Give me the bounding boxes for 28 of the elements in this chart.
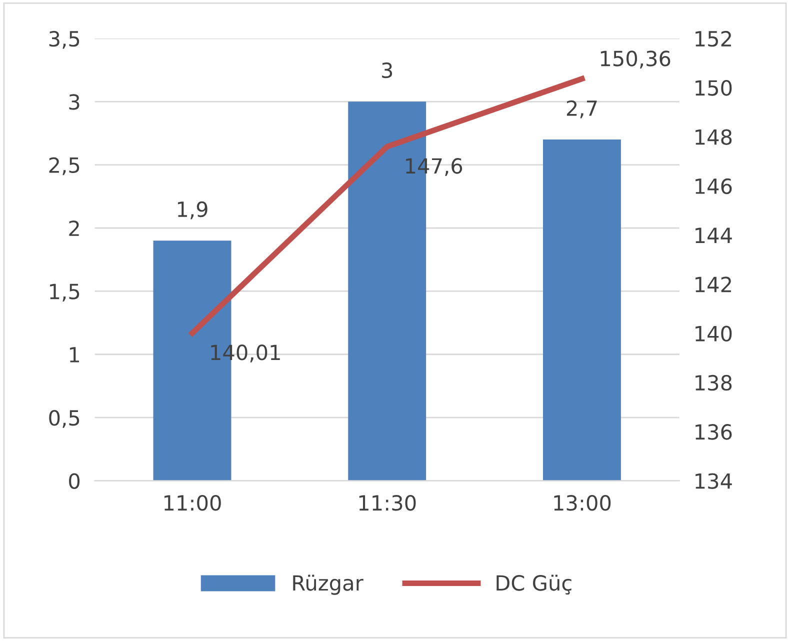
y2-tick-label: 142	[696, 276, 731, 292]
y-tick-label: 1	[70, 347, 79, 362]
legend-label: DC Güç	[496, 574, 572, 595]
y2-tick-label: 148	[696, 129, 732, 145]
y2-tick-label: 150	[696, 80, 732, 96]
y-tick-label: 3	[69, 94, 80, 110]
x-tick-label: 13:00	[554, 495, 611, 511]
y2-tick-label: 136	[696, 424, 732, 440]
legend-label: Rüzgar	[293, 574, 364, 595]
y-tick-label: 2,5	[49, 157, 80, 176]
y-tick-label: 1,5	[50, 284, 80, 302]
y2-tick-label: 140	[696, 326, 732, 342]
y2-tick-label: 138	[696, 374, 732, 391]
bar	[542, 140, 621, 481]
y-tick-label: 0,5	[49, 410, 80, 428]
x-tick-label: 11:00	[164, 495, 221, 511]
y2-tick-label: 134	[696, 473, 732, 489]
x-tick-label: 11:30	[359, 495, 416, 511]
y-tick-label: 0	[69, 473, 80, 489]
y-tick-label: 3,5	[49, 30, 80, 49]
y-tick-label: 2	[69, 220, 79, 236]
data-label: 3	[382, 62, 392, 78]
data-label: 2,7	[566, 100, 597, 118]
y2-tick-label: 152	[696, 30, 731, 47]
y2-tick-label: 146	[696, 178, 732, 194]
data-label: 150,36	[600, 50, 670, 69]
y2-tick-label: 144	[696, 228, 732, 243]
data-label: 1,9	[178, 201, 208, 220]
